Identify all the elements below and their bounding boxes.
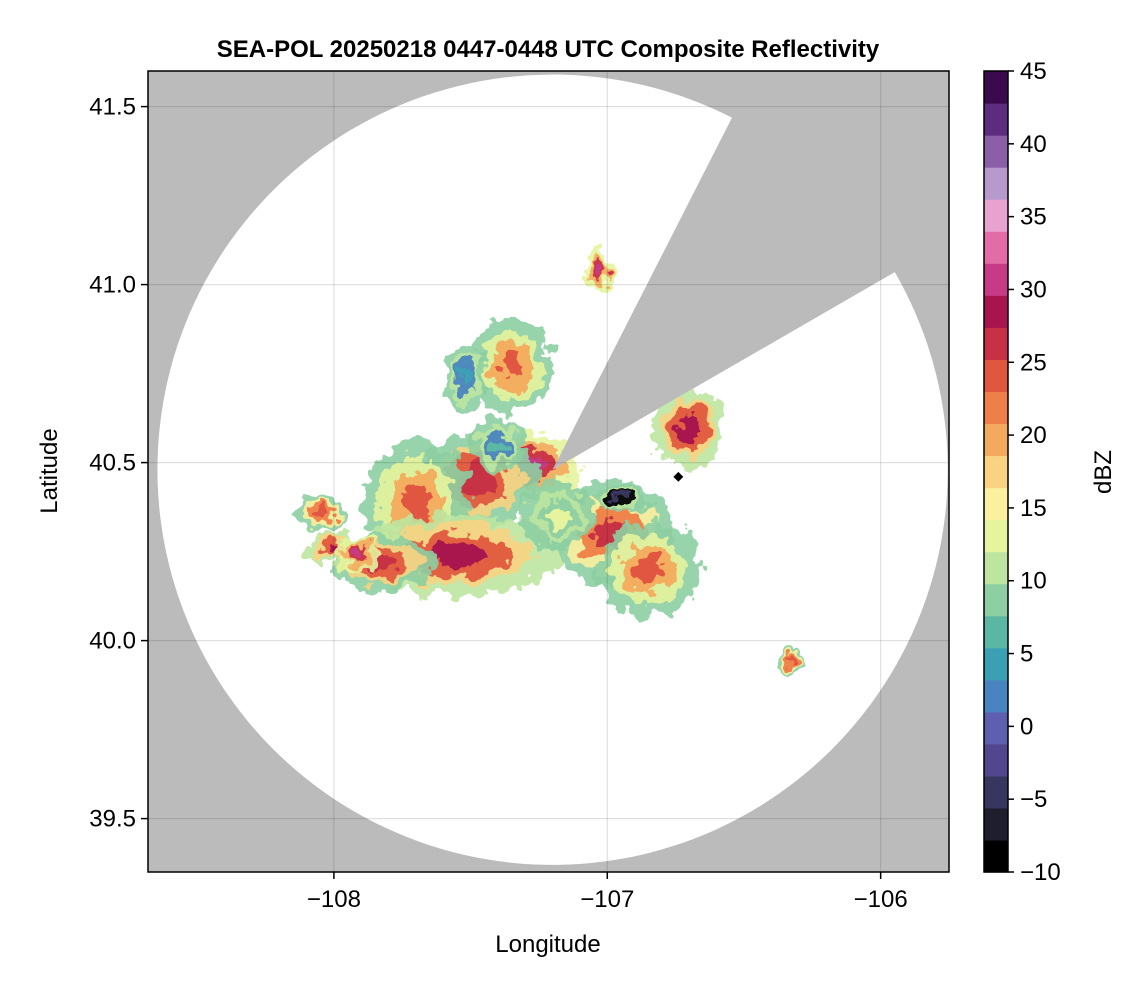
colorbar-band — [984, 551, 1008, 585]
echo-cell — [633, 555, 664, 584]
echo-cell — [426, 543, 487, 567]
reflectivity-echoes — [294, 250, 807, 676]
echo-cell — [458, 466, 495, 495]
plot-area — [148, 71, 949, 872]
y-axis-label: Latitude — [36, 428, 63, 513]
colorbar-tick-label: −10 — [1020, 859, 1061, 886]
echo-cell — [312, 507, 328, 518]
colorbar-band — [984, 775, 1008, 809]
y-tick-label: 40.0 — [89, 628, 136, 655]
echo-cell — [594, 264, 604, 277]
colorbar-label: dBZ — [1090, 450, 1117, 494]
x-tick-label: −107 — [580, 886, 634, 913]
y-tick-label: 41.5 — [89, 94, 136, 121]
y-tick-label: 41.0 — [89, 272, 136, 299]
colorbar-tick-label: 45 — [1020, 58, 1047, 85]
colorbar: −10 −5 0 5 10 15 20 25 30 35 40 45 — [983, 58, 1061, 886]
y-tick-label: 39.5 — [89, 806, 136, 833]
echo-cell — [400, 485, 431, 525]
x-axis-label: Longitude — [495, 931, 600, 958]
colorbar-tick-label: 0 — [1020, 713, 1033, 740]
colorbar-band — [984, 295, 1008, 328]
echo-cell — [459, 367, 472, 387]
colorbar-band — [984, 135, 1008, 168]
echo-cell — [678, 415, 700, 439]
grid-lines — [148, 71, 949, 872]
colorbar-band — [984, 103, 1008, 136]
echo-cell — [547, 506, 569, 526]
colorbar-tick-label: 15 — [1020, 495, 1047, 522]
colorbar-band — [984, 839, 1008, 873]
colorbar-tick-label: 30 — [1020, 276, 1047, 303]
colorbar-band — [984, 455, 1008, 489]
colorbar-tick-label: −5 — [1020, 786, 1047, 813]
colorbar-frame — [983, 70, 1009, 873]
echo-cell — [499, 352, 524, 381]
colorbar-band — [984, 807, 1008, 841]
colorbar-tick-label: 20 — [1020, 422, 1047, 449]
y-tick-label: 40.5 — [89, 450, 136, 477]
colorbar-band — [984, 743, 1008, 777]
echo-cell — [613, 494, 629, 503]
x-tick-label: −108 — [307, 886, 361, 913]
colorbar-band — [984, 327, 1008, 360]
colorbar-band — [984, 391, 1008, 425]
colorbar-tick-label: 10 — [1020, 568, 1047, 595]
colorbar-band — [984, 167, 1008, 200]
colorbar-tick-label: 25 — [1020, 349, 1047, 376]
colorbar-band — [984, 71, 1008, 104]
colorbar-tick-label: 40 — [1020, 131, 1047, 158]
colorbar-band — [984, 423, 1008, 457]
x-tick-label: −106 — [854, 886, 908, 913]
colorbar-band — [984, 263, 1008, 296]
colorbar-tick-label: 35 — [1020, 204, 1047, 231]
echo-cell — [349, 550, 362, 561]
colorbar-band — [984, 519, 1008, 553]
colorbar-band — [984, 615, 1008, 649]
plot-frame — [147, 70, 950, 873]
colorbar-band — [984, 199, 1008, 232]
colorbar-band — [984, 487, 1008, 521]
colorbar-tick-label: 5 — [1020, 641, 1033, 668]
chart-title: SEA-POL 20250218 0447-0448 UTC Composite… — [217, 36, 880, 63]
colorbar-band — [984, 359, 1008, 392]
x-axis: −108 −107 −106 — [307, 872, 908, 913]
colorbar-band — [984, 711, 1008, 745]
radar-marker — [673, 471, 684, 482]
y-axis: 39.5 40.0 40.5 41.0 41.5 — [89, 94, 148, 833]
colorbar-band — [984, 583, 1008, 617]
colorbar-band — [984, 231, 1008, 264]
echo-cell — [490, 436, 506, 453]
colorbar-band — [984, 647, 1008, 681]
colorbar-band — [984, 679, 1008, 713]
echo-cell — [785, 658, 795, 666]
